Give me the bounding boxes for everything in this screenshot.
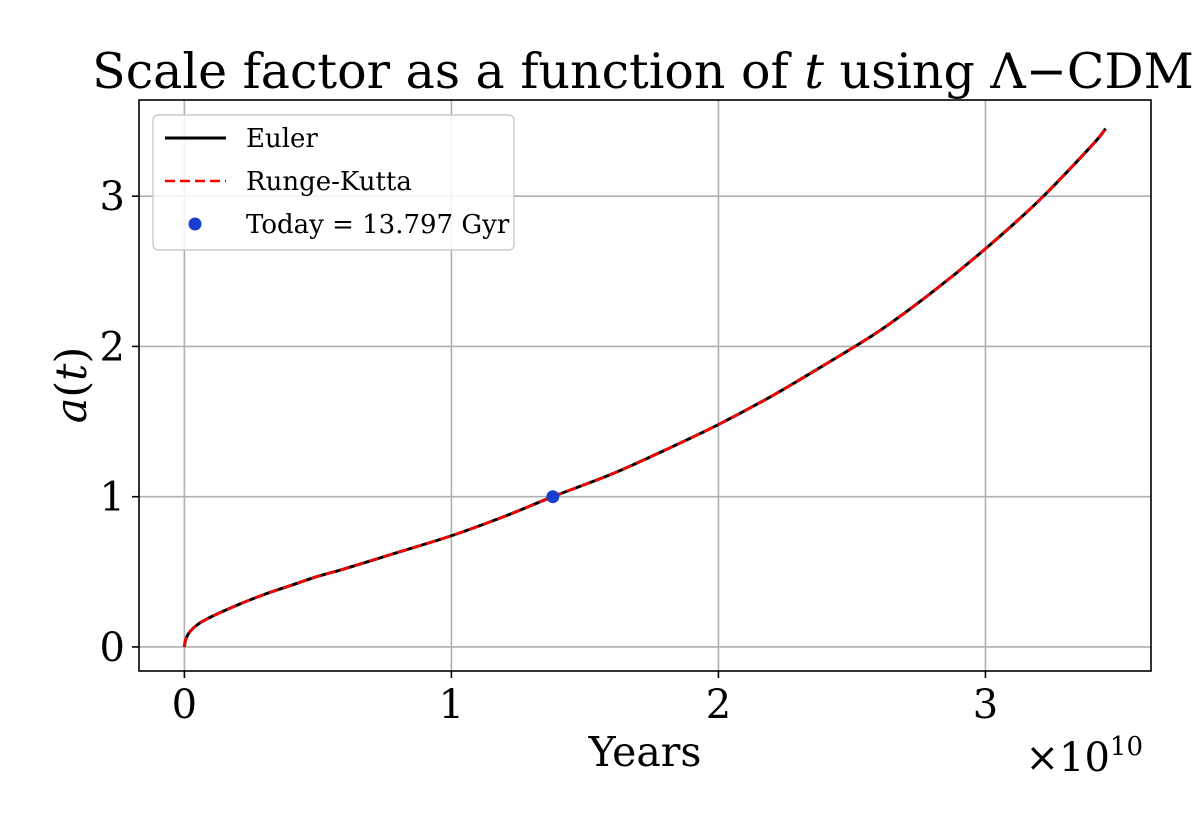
legend-box [152,114,515,251]
x-tick-label-3: 3 [973,682,998,728]
legend-label-0: Euler [246,124,318,154]
y-tick-label-3: 3 [100,174,125,220]
legend-label-1: Runge-Kutta [246,167,412,197]
x-tick-label-0: 0 [172,682,197,728]
y-tick-label-2: 2 [100,324,125,370]
legend-label-2: Today = 13.797 Gyr [246,210,510,240]
plot-frame [138,99,1152,672]
legend-marker-2 [188,217,202,231]
x-tick-label-2: 2 [706,682,731,728]
x-axis-offset-label: ×1010 [1025,732,1143,781]
series-line-1 [183,127,1107,648]
y-tick-label-0: 0 [100,625,125,671]
legend: Euler Runge-Kutta Today = 13.797 Gyr [152,114,515,251]
axis-ticks: 0 1 2 3 0 1 2 3 [100,174,999,728]
y-axis-label: a(t) [47,347,97,423]
chart-title: Scale factor as a function of t using Λ−… [92,43,1194,100]
y-tick-label-1: 1 [100,475,125,521]
series-2-point-0 [546,490,560,504]
x-axis-label: Years [588,728,702,776]
plot-area [182,127,1107,648]
x-tick-label-1: 1 [439,682,464,728]
